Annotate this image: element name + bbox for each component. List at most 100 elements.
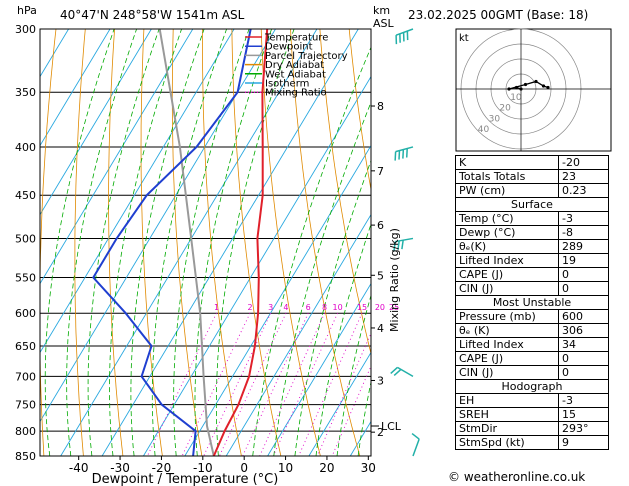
- km-tick-label: 8: [377, 100, 384, 113]
- wet-adiabat-line: [215, 29, 295, 456]
- index-value: -3: [558, 393, 609, 408]
- index-label: θₑ(K): [455, 239, 559, 254]
- isotherm-line: [308, 351, 371, 456]
- index-label: Pressure (mb): [455, 309, 559, 324]
- isotherm-line: [60, 29, 318, 456]
- dry-adiabat-line: [171, 29, 203, 456]
- pressure-tick-label: 800: [15, 425, 36, 438]
- legend-label: Parcel Trajectory: [265, 51, 348, 62]
- wet-adiabat-line: [44, 29, 115, 456]
- temp-tick-label: -40: [69, 461, 89, 475]
- temp-tick-label: 20: [319, 461, 334, 475]
- hodograph-point: [514, 85, 519, 90]
- surface-row: θₑ(K) 289: [455, 239, 609, 254]
- dry-adiabat-line: [260, 29, 321, 456]
- legend-label: Isotherm: [265, 79, 309, 90]
- hodograph-ring-label: 40: [478, 125, 490, 135]
- pressure-tick-label: 650: [15, 340, 36, 353]
- index-value: 15: [558, 407, 609, 422]
- wet-adiabat-line: [130, 29, 205, 456]
- hodograph-point: [541, 84, 546, 88]
- wind-barb-flag: [393, 368, 402, 376]
- km-tick-label: 2: [377, 426, 384, 439]
- wet-adiabat-line: [315, 222, 371, 456]
- mixing-ratio-line: [146, 313, 217, 456]
- index-row: K -20: [455, 155, 609, 170]
- index-label: CAPE (J): [455, 267, 559, 282]
- temp-tick-label: -30: [110, 461, 130, 475]
- dry-adiabat-line: [348, 29, 371, 192]
- temp-tick-label: -20: [152, 461, 172, 475]
- isotherm-line: [40, 29, 235, 354]
- plot-frame: [39, 28, 372, 457]
- hpa-axis-label: hPa: [17, 4, 37, 17]
- hodograph-point: [523, 82, 528, 87]
- section-title: Most Unstable: [455, 295, 609, 310]
- pressure-tick-label: 550: [15, 272, 36, 285]
- credit-text: © weatheronline.co.uk: [448, 470, 586, 484]
- isotherm-line: [267, 282, 371, 456]
- isotherm-line: [225, 213, 371, 456]
- legend-label: Mixing Ratio: [265, 88, 327, 99]
- wind-barb-flag: [401, 240, 404, 250]
- hodograph-row: StmSpd (kt) 9: [455, 435, 609, 450]
- km-tick-label: 7: [377, 165, 384, 178]
- section-title: Hodograph: [455, 379, 609, 394]
- index-label: StmDir: [455, 421, 559, 436]
- index-value: 0: [558, 351, 609, 366]
- index-value: 23: [558, 169, 609, 184]
- wet-adiabat-line: [194, 29, 272, 456]
- parcel-trajectory-line: [158, 29, 215, 456]
- hodograph-ring-label: 30: [489, 114, 501, 124]
- index-value: -8: [558, 225, 609, 240]
- wind-barb-flag: [393, 241, 397, 251]
- most-unstable-row: Pressure (mb) 600: [455, 309, 609, 324]
- wet-adiabat-line: [66, 29, 137, 456]
- index-label: Lifted Index: [455, 253, 559, 268]
- wind-barb-staff: [395, 237, 414, 243]
- wind-barb-staff: [412, 438, 420, 457]
- hodograph-frame: [455, 28, 612, 152]
- pressure-tick-label: 850: [15, 450, 36, 463]
- x-axis-label: Dewpoint / Temperature (°C): [92, 472, 279, 486]
- hodograph-ring-label: 10: [510, 93, 522, 103]
- hodograph-ring-label: 20: [499, 104, 511, 114]
- pressure-tick-label: 350: [15, 86, 36, 99]
- pressure-tick-label: 450: [15, 189, 36, 202]
- pressure-tick-label: 700: [15, 370, 36, 383]
- index-value: 0.23: [558, 183, 609, 198]
- hodograph-point: [534, 79, 538, 84]
- surface-row: CAPE (J) 0: [455, 267, 609, 282]
- indices-table: K -20 Totals Totals 23 PW (cm) 0.23 Surface Tem…: [455, 155, 609, 450]
- index-label: PW (cm): [455, 183, 559, 198]
- index-value: 289: [558, 239, 609, 254]
- index-value: -20: [558, 155, 609, 170]
- pressure-tick-label: 750: [15, 399, 36, 412]
- index-label: θₑ (K): [455, 323, 559, 338]
- surface-header: Surface: [455, 197, 609, 212]
- mixing-ratio-line: [316, 332, 371, 456]
- isotherm-line: [40, 29, 194, 285]
- index-value: 19: [558, 253, 609, 268]
- legend-label: Temperature: [264, 33, 328, 44]
- hodograph-point: [519, 87, 523, 91]
- asl-axis-label: ASL: [373, 17, 394, 30]
- lcl-label: LCL: [381, 420, 402, 433]
- hodograph-header: Hodograph: [455, 379, 609, 394]
- most-unstable-row: Lifted Index 34: [455, 337, 609, 352]
- hodograph-row: EH -3: [455, 393, 609, 408]
- temp-tick-label: 10: [278, 461, 293, 475]
- most-unstable-header: Most Unstable: [455, 295, 609, 310]
- legend-label: Wet Adiabat: [265, 69, 326, 80]
- wind-barb-flag: [411, 432, 420, 440]
- isotherm-line: [101, 29, 359, 456]
- index-value: 600: [558, 309, 609, 324]
- index-value: 0: [558, 267, 609, 282]
- dry-adiabat-line: [40, 29, 57, 456]
- hodograph-row: SREH 15: [455, 407, 609, 422]
- pressure-tick-label: 500: [15, 232, 36, 245]
- temp-tick-label: 0: [240, 461, 248, 475]
- km-tick-label: 5: [377, 269, 384, 282]
